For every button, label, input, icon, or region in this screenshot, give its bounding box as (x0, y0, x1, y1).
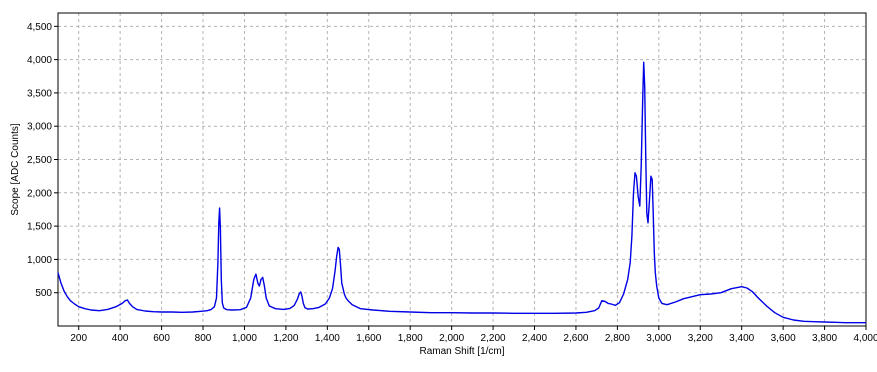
x-tick-label: 800 (195, 333, 212, 344)
y-axis-label: Scope [ADC Counts] (10, 123, 21, 215)
y-tick-label: 4,500 (27, 22, 52, 33)
y-tick-label: 500 (35, 288, 52, 299)
spectrum-line (57, 61, 866, 324)
x-tick-label: 1,200 (273, 333, 298, 344)
x-tick-label: 3,000 (646, 333, 671, 344)
y-axis: 500 1,000 1,500 2,000 2,500 3,000 3,500 4,000 4,… (27, 22, 58, 299)
plot-area-frame (57, 12, 867, 327)
x-tick-label: 3,400 (729, 333, 754, 344)
x-tick-label: 1,800 (398, 333, 423, 344)
x-tick-label: 600 (153, 333, 170, 344)
y-tick-label: 2,000 (27, 188, 52, 199)
x-tick-label: 4,000 (853, 333, 877, 344)
y-tick-label: 4,000 (27, 55, 52, 66)
x-tick-label: 200 (70, 333, 87, 344)
y-tick-label: 3,500 (27, 88, 52, 99)
x-tick-label: 1,400 (315, 333, 340, 344)
x-tick-label: 1,600 (356, 333, 381, 344)
x-tick-label: 400 (112, 333, 129, 344)
x-axis: 200 400 600 800 1,000 1,200 1,400 1,600 1,800 2,0… (70, 326, 877, 344)
x-tick-label: 3,200 (688, 333, 713, 344)
x-tick-label: 2,000 (439, 333, 464, 344)
x-axis-label: Raman Shift [1/cm] (419, 346, 504, 357)
y-tick-label: 1,000 (27, 255, 52, 266)
x-tick-label: 2,400 (522, 333, 547, 344)
x-tick-label: 2,600 (563, 333, 588, 344)
x-tick-label: 2,800 (605, 333, 630, 344)
y-tick-label: 2,500 (27, 155, 52, 166)
x-tick-label: 1,000 (232, 333, 257, 344)
x-tick-label: 3,600 (771, 333, 796, 344)
grid-layer (58, 13, 867, 326)
y-tick-label: 3,000 (27, 122, 52, 133)
x-tick-label: 2,200 (481, 333, 506, 344)
x-tick-label: 3,800 (812, 333, 837, 344)
y-tick-label: 1,500 (27, 222, 52, 233)
